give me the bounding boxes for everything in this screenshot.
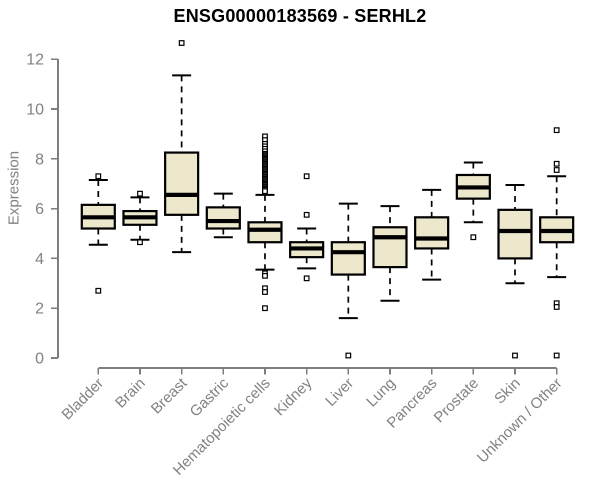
outlier-point [345,352,352,359]
boxplot-brain [122,190,158,246]
y-tick-label: 12 [26,52,44,69]
x-category-label-prostate: Prostate [431,375,483,427]
iqr-box [330,241,366,276]
outlier-point [553,167,560,173]
outlier-point [262,272,268,279]
y-tick-label: 6 [35,201,44,218]
outlier-point [553,304,560,310]
boxplot-breast [164,40,200,254]
iqr-box [372,226,408,269]
iqr-box [205,206,241,230]
boxplot-hematopoietic-cells [247,133,283,312]
boxplot-skin [497,183,533,359]
outlier-point [303,211,310,218]
x-category-label-bladder: Bladder [59,375,108,424]
chart-title: ENSG00000183569 - SERHL2 [173,6,427,26]
outlier-point [553,352,560,359]
x-category-label-kidney: Kidney [271,374,316,419]
boxplot-liver [330,202,366,359]
iqr-box [164,151,200,216]
y-tick-label: 10 [26,102,44,119]
outlier-point [95,173,102,180]
outlier-point [137,239,143,246]
outlier-point [303,275,310,282]
outlier-point [470,234,477,241]
outlier-point [178,40,185,46]
x-category-label-liver: Liver [322,375,357,410]
x-category-label-skin: Skin [491,375,524,408]
y-tick-label: 0 [35,351,44,368]
boxplot-kidney [289,173,325,282]
boxplot-bladder [80,173,116,294]
outlier-point [137,190,143,197]
boxplot-prostate [455,161,491,241]
iqr-box [247,221,283,244]
y-tick-label: 2 [35,301,44,318]
outlier-point [262,289,268,295]
x-category-label-breast: Breast [148,374,191,417]
boxplot-gastric [205,192,241,239]
outlier-point [262,305,268,312]
x-category-label-lung: Lung [363,375,399,411]
boxplot-unknown-other [539,127,575,359]
outlier-point [95,287,102,294]
outlier-point [512,352,518,359]
boxplot-pancreas [414,188,450,281]
y-tick-label: 4 [35,251,44,268]
outlier-point [553,160,560,167]
outlier-point [303,173,310,180]
iqr-box [497,208,533,260]
iqr-box [414,216,450,250]
y-tick-label: 8 [35,151,44,168]
boxplot-lung [372,205,408,302]
outlier-point [262,188,268,195]
x-category-label-brain: Brain [112,375,149,412]
outlier-point [553,127,560,134]
